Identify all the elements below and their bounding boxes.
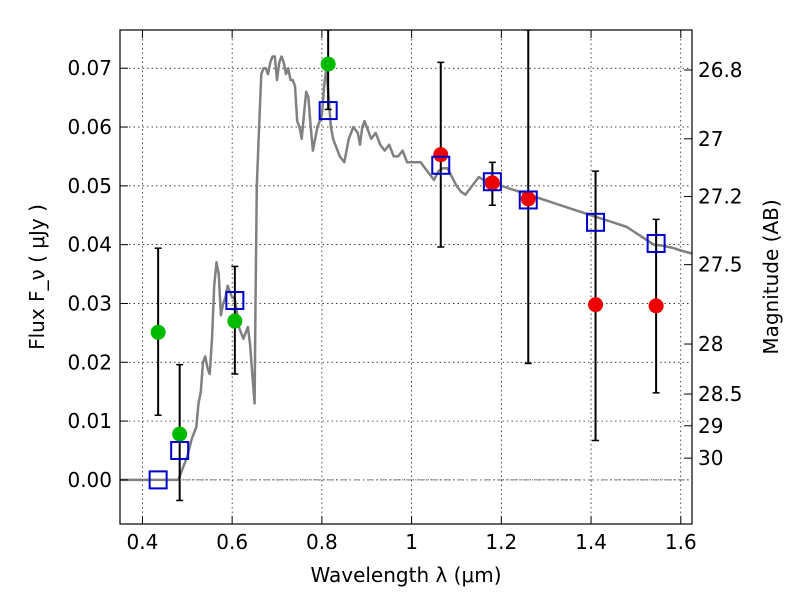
x-tick-label: 1.6 xyxy=(665,530,697,554)
mag-tick-label: 30 xyxy=(698,446,723,470)
errorbar-layer xyxy=(154,30,660,502)
y-tick-label: 0.03 xyxy=(67,291,112,315)
model-square-marker xyxy=(170,440,190,460)
mag-tick-label: 27 xyxy=(698,127,723,151)
model-square-marker xyxy=(431,155,451,175)
mag-tick-label: 26.8 xyxy=(698,58,743,82)
y-tick-label: 0.02 xyxy=(67,350,112,374)
sed-model-line xyxy=(120,55,692,482)
x-axis-label: Wavelength λ (μm) xyxy=(310,563,501,587)
mag-tick-label: 27.2 xyxy=(698,184,743,208)
y-tick-label: 0.05 xyxy=(67,174,112,198)
x-tick-label: 0.8 xyxy=(306,530,338,554)
model-square-marker xyxy=(148,470,168,490)
tick-layer: 0.4 0.6 0.8 1 1.2 1.4 1.6 0.00 0.01 0.02 0.03 0.04 0… xyxy=(67,30,743,554)
green-data-point xyxy=(172,426,188,442)
mag-tick-label: 29 xyxy=(698,414,723,438)
grid-layer xyxy=(120,30,692,524)
mag-tick-label: 28 xyxy=(698,332,723,356)
model-square-marker xyxy=(318,101,338,121)
x-tick-label: 0.4 xyxy=(127,530,159,554)
x-tick-label: 1 xyxy=(405,530,418,554)
y-tick-label: 0.01 xyxy=(67,409,112,433)
y-tick-label: 0.06 xyxy=(67,115,112,139)
mag-tick-label: 27.5 xyxy=(698,253,743,277)
model-square-marker xyxy=(518,190,538,210)
y-tick-label: 0.07 xyxy=(67,56,112,80)
green-data-point xyxy=(227,313,243,329)
red-data-point xyxy=(520,191,536,207)
model-line-layer xyxy=(120,55,692,482)
red-data-point xyxy=(588,297,604,313)
model-square-marker xyxy=(646,233,666,253)
red-data-point xyxy=(433,147,449,163)
model-square-marker xyxy=(482,172,502,192)
y-axis-label: Flux F_ν ( μJy ) xyxy=(25,204,49,350)
mag-tick-label: 28.5 xyxy=(698,382,743,406)
model-square-marker xyxy=(586,212,606,232)
model-square-marker xyxy=(225,291,245,311)
x-tick-label: 0.6 xyxy=(216,530,248,554)
y-axis-right-label: Magnitude (AB) xyxy=(759,199,783,354)
x-tick-label: 1.4 xyxy=(575,530,607,554)
y-tick-label: 0.04 xyxy=(67,233,112,257)
marker-layer xyxy=(148,56,666,490)
red-data-point xyxy=(484,175,500,191)
x-tick-label: 1.2 xyxy=(485,530,517,554)
y-tick-label: 0.00 xyxy=(67,468,112,492)
red-data-point xyxy=(648,298,664,314)
green-data-point xyxy=(320,56,336,72)
green-data-point xyxy=(150,324,166,340)
plot-frame xyxy=(119,29,693,525)
